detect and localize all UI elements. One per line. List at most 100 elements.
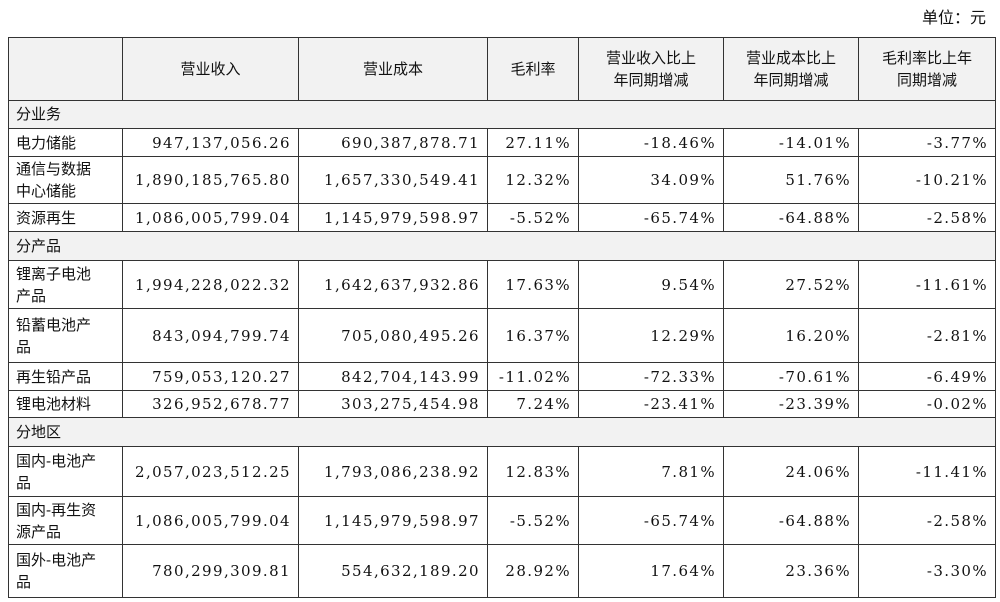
- value-cell: -11.41%: [858, 446, 996, 497]
- value-cell: 554,632,189.20: [298, 544, 488, 598]
- header-text: 营业收入: [180, 60, 241, 78]
- value-cell: 1,642,637,932.86: [298, 260, 488, 309]
- value-cell: -2.81%: [858, 308, 996, 363]
- value-cell: -10.21%: [858, 156, 996, 204]
- data-row: 国内-再生资源产品 1,086,005,799.04 1,145,979,598.9…: [8, 496, 996, 545]
- value-cell: 24.06%: [723, 446, 859, 497]
- value-cell: 9.54%: [578, 260, 724, 309]
- data-row: 电力储能 947,137,056.26 690,387,878.71 27.11% -1…: [8, 128, 996, 157]
- row-label: 国内-再生资源产品: [8, 496, 123, 545]
- row-label: 再生铅产品: [8, 362, 123, 391]
- unit-label: 单位：元: [921, 8, 986, 27]
- value-cell: 759,053,120.27: [122, 362, 299, 391]
- row-label-text: 通信与数据中心储能: [16, 160, 92, 200]
- data-row: 锂离子电池产品 1,994,228,022.32 1,642,637,932.86 1…: [8, 260, 996, 309]
- row-label-text: 锂电池材料: [16, 395, 92, 413]
- value-cell: -3.77%: [858, 128, 996, 157]
- value-cell: 780,299,309.81: [122, 544, 299, 598]
- row-label: 国外-电池产品: [8, 544, 123, 598]
- header-text: 毛利率比上年同期增减: [881, 49, 972, 89]
- row-label: 电力储能: [8, 128, 123, 157]
- value-cell: -64.88%: [723, 496, 859, 545]
- row-label-text: 国内-电池产品: [16, 451, 97, 492]
- data-row: 铅蓄电池产品 843,094,799.74 705,080,495.26 16.37%…: [8, 308, 996, 363]
- value-cell: -0.02%: [858, 390, 996, 418]
- value-cell: 1,890,185,765.80: [122, 156, 299, 204]
- value-cell: -3.30%: [858, 544, 996, 598]
- row-label-text: 国外-电池产品: [16, 551, 97, 591]
- value-cell: 17.63%: [487, 260, 579, 309]
- value-cell: -5.52%: [487, 496, 579, 545]
- value-cell: -2.58%: [858, 496, 996, 545]
- value-cell: 842,704,143.99: [298, 362, 488, 391]
- value-cell: -70.61%: [723, 362, 859, 391]
- section-cell: 分业务: [8, 100, 996, 129]
- value-cell: 51.76%: [723, 156, 859, 204]
- value-cell: 947,137,056.26: [122, 128, 299, 157]
- header-cell: 营业收入: [122, 37, 299, 101]
- header-cell: 毛利率: [487, 37, 579, 101]
- table: 营业收入 营业成本 毛利率 营业收入比上年同期增减 营业成本比上年同期增减 毛利率比上年同…: [8, 37, 996, 598]
- data-row: 锂电池材料 326,952,678.77 303,275,454.98 7.24% -2…: [8, 390, 996, 418]
- section-row: 分业务: [8, 100, 996, 129]
- row-label-text: 铅蓄电池产品: [16, 315, 92, 356]
- value-cell: -65.74%: [578, 496, 724, 545]
- section-cell: 分地区: [8, 417, 996, 447]
- value-cell: 12.83%: [487, 446, 579, 497]
- row-label-text: 电力储能: [16, 133, 77, 152]
- row-label: 资源再生: [8, 203, 123, 232]
- value-cell: 16.37%: [487, 308, 579, 363]
- value-cell: 1,086,005,799.04: [122, 496, 299, 545]
- value-cell: 705,080,495.26: [298, 308, 488, 363]
- value-cell: 27.52%: [723, 260, 859, 309]
- value-cell: 1,793,086,238.92: [298, 446, 488, 497]
- value-cell: 1,994,228,022.32: [122, 260, 299, 309]
- row-label: 锂离子电池产品: [8, 260, 123, 309]
- value-cell: -23.41%: [578, 390, 724, 418]
- value-cell: 1,657,330,549.41: [298, 156, 488, 204]
- row-label-text: 国内-再生资源产品: [16, 500, 97, 541]
- value-cell: 17.64%: [578, 544, 724, 598]
- value-cell: 326,952,678.77: [122, 390, 299, 418]
- value-cell: -5.52%: [487, 203, 579, 232]
- value-cell: -11.61%: [858, 260, 996, 309]
- value-cell: 7.81%: [578, 446, 724, 497]
- value-cell: 28.92%: [487, 544, 579, 598]
- value-cell: 12.32%: [487, 156, 579, 204]
- section-row: 分地区: [8, 417, 996, 447]
- header-text: 营业收入比上年同期增减: [605, 49, 696, 89]
- header-cell: 营业成本比上年同期增减: [723, 37, 859, 101]
- value-cell: 2,057,023,512.25: [122, 446, 299, 497]
- value-cell: 843,094,799.74: [122, 308, 299, 363]
- row-label-text: 资源再生: [16, 208, 77, 227]
- value-cell: -65.74%: [578, 203, 724, 232]
- row-label-text: 再生铅产品: [16, 367, 92, 386]
- value-cell: 27.11%: [487, 128, 579, 157]
- row-label: 铅蓄电池产品: [8, 308, 123, 363]
- row-label-text: 锂离子电池产品: [16, 264, 92, 305]
- header-cell: 营业收入比上年同期增减: [578, 37, 724, 101]
- value-cell: 1,145,979,598.97: [298, 496, 488, 545]
- value-cell: 1,145,979,598.97: [298, 203, 488, 232]
- value-cell: -72.33%: [578, 362, 724, 391]
- value-cell: 303,275,454.98: [298, 390, 488, 418]
- row-label: 锂电池材料: [8, 390, 123, 418]
- value-cell: 23.36%: [723, 544, 859, 598]
- value-cell: 7.24%: [487, 390, 579, 418]
- data-row: 国外-电池产品 780,299,309.81 554,632,189.20 28.92…: [8, 544, 996, 598]
- value-cell: 34.09%: [578, 156, 724, 204]
- value-cell: -64.88%: [723, 203, 859, 232]
- header-cell: 毛利率比上年同期增减: [858, 37, 996, 101]
- row-label: 通信与数据中心储能: [8, 156, 123, 204]
- data-row: 通信与数据中心储能 1,890,185,765.80 1,657,330,549.4…: [8, 156, 996, 204]
- data-row: 再生铅产品 759,053,120.27 842,704,143.99 -11.02%…: [8, 362, 996, 391]
- header-row: 营业收入 营业成本 毛利率 营业收入比上年同期增减 营业成本比上年同期增减 毛利率比上年同…: [8, 37, 996, 101]
- row-label: 国内-电池产品: [8, 446, 123, 497]
- value-cell: 1,086,005,799.04: [122, 203, 299, 232]
- value-cell: 690,387,878.71: [298, 128, 488, 157]
- header-text: 营业成本: [362, 60, 423, 78]
- value-cell: -6.49%: [858, 362, 996, 391]
- data-row: 国内-电池产品 2,057,023,512.25 1,793,086,238.92 1…: [8, 446, 996, 497]
- value-cell: -23.39%: [723, 390, 859, 418]
